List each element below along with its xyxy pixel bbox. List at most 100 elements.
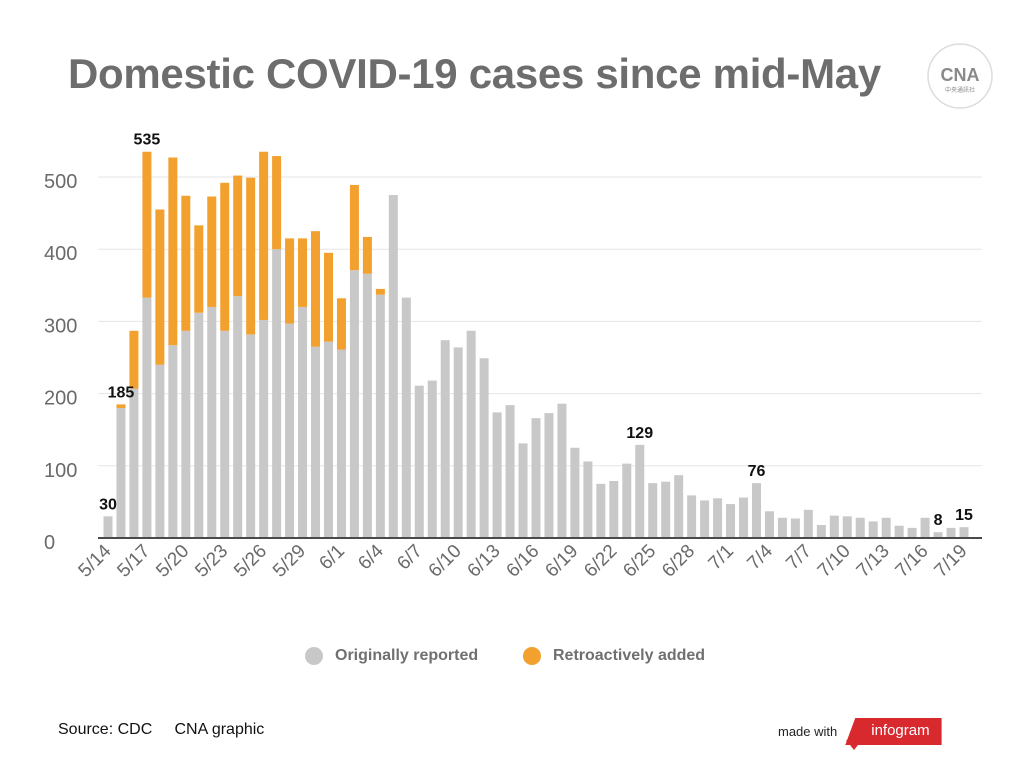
y-tick-label: 0 (44, 532, 55, 554)
bar-original (207, 306, 217, 538)
bar-original (674, 475, 684, 538)
x-tick-label: 6/7 (393, 541, 427, 575)
x-tick-label: 5/29 (269, 541, 310, 582)
bar-original (544, 413, 554, 538)
bar-original (777, 517, 787, 538)
bar-retro (336, 298, 346, 350)
made-with-text: made with (778, 724, 838, 739)
infogram-brand[interactable]: infogram (845, 718, 942, 745)
y-axis: 0 100 200 300 400 500 (44, 171, 77, 554)
bar-original (842, 516, 852, 538)
bar-original (168, 345, 178, 538)
bar-retro (298, 238, 308, 307)
bar-retro (220, 182, 230, 331)
bar-original (492, 412, 502, 538)
bar-original (661, 481, 671, 538)
x-tick-label: 7/7 (782, 541, 816, 575)
bar-original (453, 347, 463, 538)
bar-original (933, 532, 943, 538)
data-labels: 30 185 535 129 76 8 15 (99, 132, 973, 529)
x-tick-label: 5/14 (75, 540, 116, 581)
data-label: 129 (626, 425, 653, 442)
legend-label-original: Originally reported (335, 647, 479, 664)
x-tick-label: 7/16 (892, 541, 933, 582)
bar-original (401, 297, 411, 538)
bar-retro (168, 157, 178, 346)
legend-dot-original (305, 647, 323, 665)
bar-original (726, 504, 736, 538)
bar-original (596, 483, 606, 538)
bar-original (881, 517, 891, 538)
credit-text: CNA graphic (174, 721, 265, 738)
legend-label-retro: Retroactively added (553, 647, 706, 664)
x-tick-label: 6/22 (580, 541, 621, 582)
bar-original (764, 511, 774, 538)
bar-original (440, 340, 450, 538)
x-tick-label: 6/16 (503, 541, 544, 582)
bar-original (855, 517, 865, 538)
y-tick-label: 300 (44, 315, 77, 337)
badge-tail (846, 740, 862, 750)
bar-original (609, 480, 619, 538)
bar-retro (246, 177, 256, 335)
bar-original (298, 306, 308, 538)
infogram-badge[interactable]: made with infogram (778, 718, 942, 750)
bar-original (868, 521, 878, 538)
bar-original (816, 525, 826, 538)
bar-original (311, 346, 321, 538)
bar-chart: 0 100 200 300 400 500 30 185 535 129 76 8 15 5/14 5/… (44, 132, 982, 582)
data-label: 76 (748, 463, 766, 480)
bar-retro (362, 236, 372, 274)
bar-original (220, 330, 230, 538)
bar-retro (323, 252, 333, 342)
bar-retro (311, 231, 321, 347)
x-tick-label: 5/26 (230, 541, 271, 582)
bar-original (557, 403, 567, 538)
bar-original (103, 516, 113, 538)
y-tick-label: 200 (44, 388, 77, 410)
cna-logo-subtext: 中央通訊社 (945, 86, 975, 94)
bar-original (323, 341, 333, 538)
x-tick-label: 6/1 (315, 541, 349, 575)
data-label: 535 (134, 132, 161, 149)
bar-original (622, 463, 632, 538)
x-tick-label: 5/23 (191, 541, 232, 582)
bar-original (790, 518, 800, 538)
bar-retro (116, 404, 126, 409)
bar-retro (181, 195, 191, 331)
bar-retro (375, 288, 385, 295)
bar-original (233, 296, 243, 538)
bar-original (803, 509, 813, 538)
bar-original (531, 418, 541, 538)
bar-retro (349, 184, 359, 271)
x-tick-label: 6/4 (354, 540, 388, 574)
bar-retro (272, 156, 282, 250)
bar-original (518, 443, 528, 538)
cna-logo: CNA 中央通訊社 (927, 43, 993, 109)
bar-original (246, 334, 256, 538)
bar-original (739, 497, 749, 538)
bar-original (700, 500, 710, 538)
bar-original (362, 273, 372, 538)
bar-original (920, 517, 930, 538)
bar-retro (207, 196, 217, 307)
data-label: 8 (934, 512, 943, 529)
bar-original (155, 364, 165, 538)
bar-original (713, 498, 723, 538)
y-tick-label: 500 (44, 171, 77, 193)
data-label: 30 (99, 496, 117, 513)
bar-original (635, 444, 645, 538)
bar-original (336, 349, 346, 538)
bar-original (570, 447, 580, 538)
y-tick-label: 400 (44, 243, 77, 265)
data-label: 185 (108, 384, 135, 401)
data-label: 15 (955, 507, 973, 524)
source-text: Source: CDC (58, 721, 153, 738)
bar-original (259, 319, 269, 538)
bar-original (946, 527, 956, 538)
bar-original (687, 495, 697, 538)
bar-original (907, 527, 917, 538)
x-axis: 5/145/175/205/235/265/29 6/1 6/4 6/76/106/1… (75, 537, 982, 582)
y-tick-label: 100 (44, 460, 77, 482)
